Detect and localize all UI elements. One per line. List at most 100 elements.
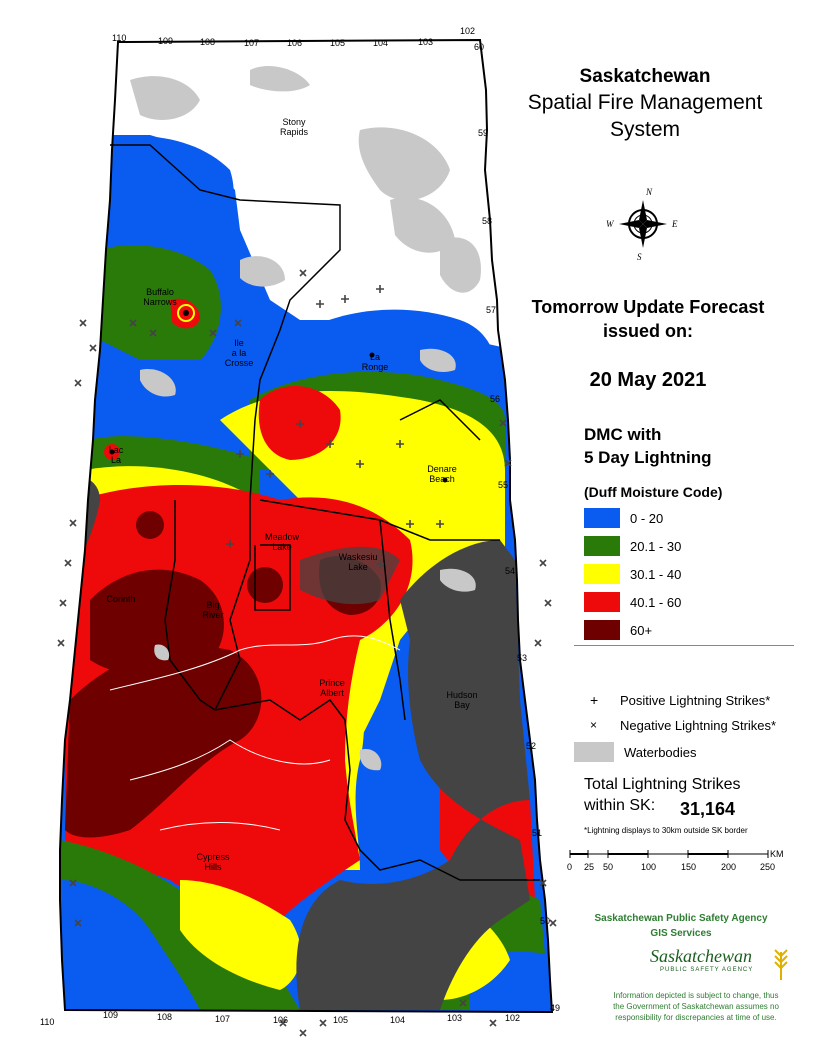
lat-58: 58 — [482, 216, 493, 226]
product-line2: 5 Day Lightning — [584, 448, 712, 467]
legend-swatch — [584, 592, 620, 612]
lat-51: 51 — [532, 828, 543, 838]
legend-swatch — [574, 742, 614, 762]
lat-50: 50 — [540, 916, 551, 926]
lat-56: 56 — [490, 394, 501, 404]
river-lines — [109, 635, 401, 831]
place-ile-a-la-crosse: Ile a la Crosse — [224, 338, 254, 368]
legend-class-3: 40.1 - 60 — [584, 591, 681, 613]
lon-bottom-103: 103 — [447, 1013, 463, 1023]
compass-n: N — [645, 187, 653, 197]
town-markers — [109, 310, 448, 483]
place-waskesiu-lake: Waskesiu Lake — [338, 552, 378, 572]
lon-top-103: 103 — [418, 37, 434, 47]
disclaimer: Information depicted is subject to chang… — [613, 991, 779, 1022]
lon-top-104: 104 — [373, 38, 389, 48]
place-buffalo-narrows: Buffalo Narrows — [143, 287, 177, 307]
lat-59: 59 — [478, 128, 489, 138]
place-denare-beach: Denare Beach — [427, 464, 457, 484]
lon-top-107: 107 — [244, 38, 260, 48]
legend-class-2: 30.1 - 40 — [584, 563, 681, 585]
forecast-line2: issued on: — [602, 321, 693, 341]
place-meadow-lake: Meadow Lake — [264, 532, 300, 552]
lat-60: 60 — [474, 42, 485, 52]
scale-tick: 100 — [641, 862, 657, 872]
place-cypress-hills: Cypress Hills — [196, 852, 230, 872]
lon-bottom-109: 109 — [103, 1010, 119, 1020]
forecast-date: 20 May 2021 — [589, 369, 707, 391]
lon-bottom-105: 105 — [333, 1015, 349, 1025]
place-stony-rapids: Stony Rapids — [279, 117, 308, 137]
scale-bar — [569, 850, 769, 858]
lon-bottom-110: 110 — [40, 1017, 55, 1027]
lat-57: 57 — [486, 305, 497, 315]
lat-55: 55 — [498, 480, 509, 490]
scale-tick: 150 — [681, 862, 697, 872]
lon-top-110: 110 — [112, 33, 127, 43]
place-prince-albert: Prince Albert — [319, 678, 345, 698]
legend-label: Waterbodies — [624, 744, 697, 760]
legend-divider — [574, 645, 794, 646]
legend-label: 20.1 - 30 — [630, 538, 682, 554]
legend-swatch — [584, 564, 620, 584]
totals-footnote: *Lightning displays to 30km outside SK b… — [584, 826, 748, 835]
wheat-icon — [774, 949, 788, 980]
lon-top-109: 109 — [158, 36, 174, 46]
legend-swatch — [584, 536, 620, 556]
legend-title: (Duff Moisture Code) — [584, 484, 723, 500]
lon-bottom-104: 104 — [390, 1015, 406, 1025]
scale-tick: 200 — [721, 862, 737, 872]
lat-53: 53 — [517, 653, 528, 663]
legend-label: Positive Lightning Strikes* — [620, 692, 771, 708]
lon-bottom-108: 108 — [157, 1012, 173, 1022]
admin-boundaries — [110, 144, 540, 881]
lon-bottom-102: 102 — [505, 1013, 521, 1023]
legend-swatch — [584, 620, 620, 640]
legend-class-4: 60+ — [584, 619, 652, 641]
legend-label: Negative Lightning Strikes* — [620, 717, 777, 733]
lon-top-108: 108 — [200, 37, 216, 47]
totals-count: 31,164 — [680, 799, 736, 819]
place-corinth: Corinth — [106, 594, 136, 604]
place-lac-la-plonge: Lac La — [108, 445, 124, 465]
scale-tick: 25 — [584, 862, 595, 872]
lon-top-102: 102 — [460, 26, 476, 36]
title-line3: System — [609, 118, 680, 141]
forecast-line1: Tomorrow Update Forecast — [531, 297, 765, 317]
agency-line2: GIS Services — [650, 928, 712, 939]
province-boundary — [59, 38, 554, 1014]
compass-rose-icon: N S E W — [606, 187, 678, 262]
totals-line2: within SK: — [584, 797, 656, 814]
place-la-ronge: La Ronge — [361, 352, 389, 372]
compass-e: E — [671, 219, 678, 229]
legend-label: 30.1 - 40 — [630, 566, 682, 582]
compass-w: W — [606, 219, 615, 229]
lat-54: 54 — [505, 566, 516, 576]
lon-top-105: 105 — [330, 38, 346, 48]
product-line1: DMC with — [584, 425, 662, 444]
plus-icon: + — [590, 692, 599, 708]
legend-label: 60+ — [630, 622, 653, 638]
agency-logo: Saskatchewan PUBLIC SAFETY AGENCY — [650, 946, 800, 988]
lightning-strikes — [57, 269, 557, 1037]
lon-top-106: 106 — [287, 38, 303, 48]
legend-class-1: 20.1 - 30 — [584, 535, 681, 557]
scale-unit: KM — [770, 849, 784, 859]
scale-tick: 0 — [567, 862, 573, 872]
compass-s: S — [637, 252, 642, 262]
scale-tick: 50 — [603, 862, 614, 872]
lat-49: 49 — [550, 1003, 561, 1013]
buffalo-narrows-ring — [177, 304, 195, 322]
logo-sub: PUBLIC SAFETY AGENCY — [660, 967, 754, 973]
legend-positive-strikes: + Positive Lightning Strikes* — [590, 689, 770, 711]
scale-tick: 250 — [760, 862, 776, 872]
legend-class-0: 0 - 20 — [584, 507, 663, 529]
lon-bottom-107: 107 — [215, 1014, 231, 1024]
title-line2: Spatial Fire Management — [527, 91, 763, 114]
legend-waterbodies: Waterbodies — [574, 741, 697, 763]
title-line1: Saskatchewan — [579, 66, 711, 87]
legend-negative-strikes: × Negative Lightning Strikes* — [590, 714, 776, 736]
waterbodies — [130, 65, 481, 771]
